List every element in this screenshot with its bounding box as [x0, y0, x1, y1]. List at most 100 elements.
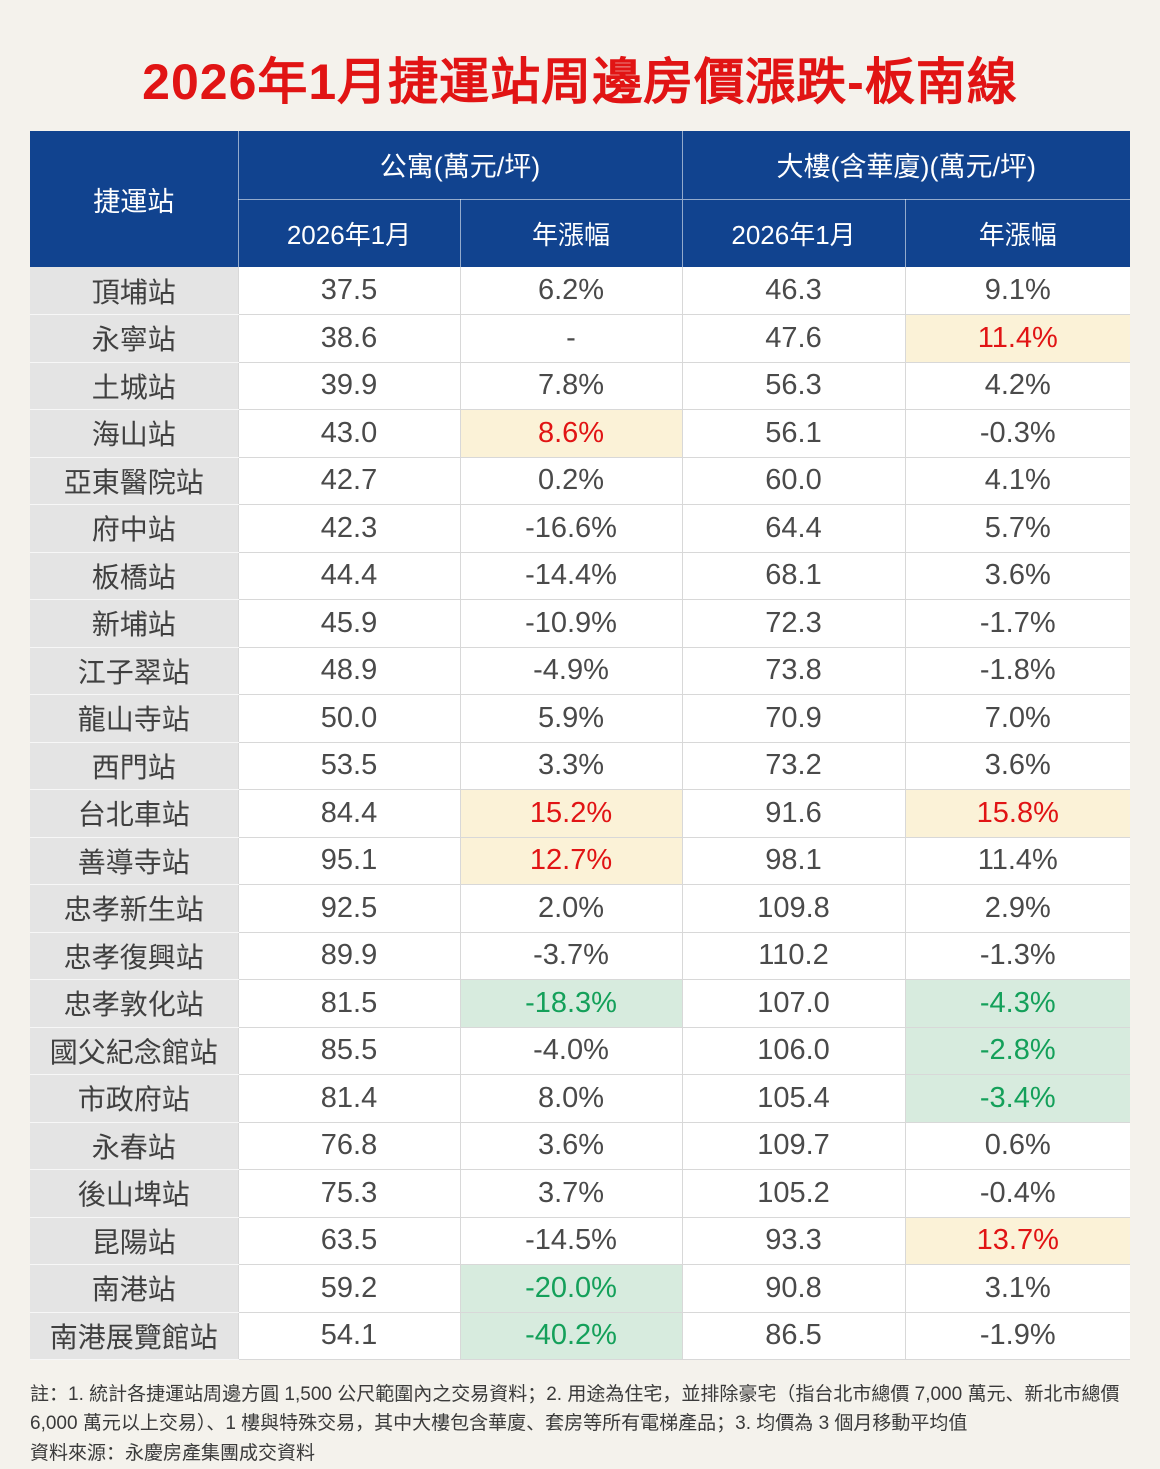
bldg-price-cell: 46.3 — [681, 267, 906, 315]
apt-price-cell: 92.5 — [237, 884, 460, 933]
apt-price-cell: 81.5 — [237, 979, 460, 1028]
bldg-change-cell: -1.9% — [904, 1312, 1131, 1360]
apt-price-cell: 89.9 — [237, 932, 460, 980]
apt-change-cell: -10.9% — [459, 599, 683, 648]
table-row: 府中站 42.3 -16.6% 64.4 5.7% — [30, 504, 1131, 553]
table-row: 永春站 76.8 3.6% 109.7 0.6% — [30, 1122, 1131, 1170]
station-cell: 善導寺站 — [30, 837, 238, 885]
bldg-change-cell: 4.2% — [904, 362, 1131, 410]
apt-change-cell: 15.2% — [459, 789, 683, 838]
apt-change-cell: 8.6% — [459, 409, 683, 458]
station-cell: 亞東醫院站 — [30, 457, 238, 505]
bldg-change-cell: 11.4% — [904, 314, 1131, 363]
table-row: 忠孝敦化站 81.5 -18.3% 107.0 -4.3% — [30, 979, 1131, 1028]
station-cell: 龍山寺站 — [30, 694, 238, 743]
header-building-month: 2026年1月 — [681, 199, 906, 267]
station-cell: 府中站 — [30, 504, 238, 553]
bldg-price-cell: 64.4 — [681, 504, 906, 553]
apt-price-cell: 95.1 — [237, 837, 460, 885]
bldg-price-cell: 109.8 — [681, 884, 906, 933]
apt-change-cell: 3.7% — [459, 1169, 683, 1218]
bldg-price-cell: 47.6 — [681, 314, 906, 363]
table-row: 土城站 39.9 7.8% 56.3 4.2% — [30, 362, 1131, 410]
bldg-change-cell: -3.4% — [904, 1074, 1131, 1123]
apt-change-cell: 3.3% — [459, 742, 683, 790]
station-cell: 南港展覽館站 — [30, 1312, 238, 1360]
bldg-change-cell: -2.8% — [904, 1027, 1131, 1075]
table-row: 昆陽站 63.5 -14.5% 93.3 13.7% — [30, 1217, 1131, 1265]
apt-change-cell: 12.7% — [459, 837, 683, 885]
apt-price-cell: 53.5 — [237, 742, 460, 790]
bldg-price-cell: 56.1 — [681, 409, 906, 458]
station-cell: 土城站 — [30, 362, 238, 410]
header-building-yoy: 年漲幅 — [904, 199, 1131, 267]
station-cell: 後山埤站 — [30, 1169, 238, 1218]
apt-change-cell: -14.4% — [459, 552, 683, 600]
header-sub-row: 2026年1月 年漲幅 2026年1月 年漲幅 — [30, 199, 1131, 267]
apt-price-cell: 63.5 — [237, 1217, 460, 1265]
station-cell: 忠孝新生站 — [30, 884, 238, 933]
table-row: 新埔站 45.9 -10.9% 72.3 -1.7% — [30, 599, 1131, 648]
bldg-price-cell: 72.3 — [681, 599, 906, 648]
apt-change-cell: 0.2% — [459, 457, 683, 505]
apt-change-cell: 2.0% — [459, 884, 683, 933]
table-row: 亞東醫院站 42.7 0.2% 60.0 4.1% — [30, 457, 1131, 505]
table-body: 頂埔站 37.5 6.2% 46.3 9.1% 永寧站 38.6 - 47.6 … — [30, 267, 1131, 1360]
apt-price-cell: 54.1 — [237, 1312, 460, 1360]
table-row: 海山站 43.0 8.6% 56.1 -0.3% — [30, 409, 1131, 458]
apt-price-cell: 45.9 — [237, 599, 460, 648]
apt-change-cell: 8.0% — [459, 1074, 683, 1123]
bldg-price-cell: 68.1 — [681, 552, 906, 600]
station-cell: 永寧站 — [30, 314, 238, 363]
station-cell: 海山站 — [30, 409, 238, 458]
station-cell: 西門站 — [30, 742, 238, 790]
page-title: 2026年1月捷運站周邊房價漲跌-板南線 — [142, 54, 1018, 110]
bldg-price-cell: 73.2 — [681, 742, 906, 790]
station-cell: 新埔站 — [30, 599, 238, 648]
bldg-change-cell: 3.6% — [904, 742, 1131, 790]
station-cell: 南港站 — [30, 1264, 238, 1313]
header-apartment-yoy: 年漲幅 — [459, 199, 683, 267]
table-row: 台北車站 84.4 15.2% 91.6 15.8% — [30, 789, 1131, 838]
apt-price-cell: 42.7 — [237, 457, 460, 505]
bldg-change-cell: -4.3% — [904, 979, 1131, 1028]
apt-price-cell: 37.5 — [237, 267, 460, 315]
table-row: 國父紀念館站 85.5 -4.0% 106.0 -2.8% — [30, 1027, 1131, 1075]
apt-price-cell: 76.8 — [237, 1122, 460, 1170]
header-apartment-month: 2026年1月 — [237, 199, 460, 267]
bldg-change-cell: 5.7% — [904, 504, 1131, 553]
table-row: 板橋站 44.4 -14.4% 68.1 3.6% — [30, 552, 1131, 600]
bldg-change-cell: 9.1% — [904, 267, 1131, 315]
bldg-price-cell: 105.2 — [681, 1169, 906, 1218]
table-row: 忠孝新生站 92.5 2.0% 109.8 2.9% — [30, 884, 1131, 933]
apt-price-cell: 43.0 — [237, 409, 460, 458]
apt-change-cell: -4.9% — [459, 647, 683, 695]
bldg-change-cell: 13.7% — [904, 1217, 1131, 1265]
table-row: 善導寺站 95.1 12.7% 98.1 11.4% — [30, 837, 1131, 885]
apt-change-cell: -16.6% — [459, 504, 683, 553]
apt-change-cell: 6.2% — [459, 267, 683, 315]
bldg-price-cell: 110.2 — [681, 932, 906, 980]
table-row: 江子翠站 48.9 -4.9% 73.8 -1.8% — [30, 647, 1131, 695]
apt-change-cell: 7.8% — [459, 362, 683, 410]
apt-change-cell: -40.2% — [459, 1312, 683, 1360]
bldg-change-cell: 0.6% — [904, 1122, 1131, 1170]
bldg-price-cell: 86.5 — [681, 1312, 906, 1360]
header-group-row: 捷運站 公寓(萬元/坪) 大樓(含華廈)(萬元/坪) — [30, 131, 1131, 267]
table-row: 市政府站 81.4 8.0% 105.4 -3.4% — [30, 1074, 1131, 1123]
station-cell: 頂埔站 — [30, 267, 238, 315]
table-row: 龍山寺站 50.0 5.9% 70.9 7.0% — [30, 694, 1131, 743]
station-cell: 昆陽站 — [30, 1217, 238, 1265]
station-cell: 忠孝復興站 — [30, 932, 238, 980]
header-group-building: 大樓(含華廈)(萬元/坪) — [681, 131, 1131, 200]
bldg-change-cell: -1.8% — [904, 647, 1131, 695]
station-cell: 國父紀念館站 — [30, 1027, 238, 1075]
apt-change-cell: -4.0% — [459, 1027, 683, 1075]
station-cell: 市政府站 — [30, 1074, 238, 1123]
bldg-change-cell: 4.1% — [904, 457, 1131, 505]
bldg-price-cell: 73.8 — [681, 647, 906, 695]
apt-change-cell: -20.0% — [459, 1264, 683, 1313]
table-row: 頂埔站 37.5 6.2% 46.3 9.1% — [30, 267, 1131, 315]
apt-price-cell: 84.4 — [237, 789, 460, 838]
table-row: 南港站 59.2 -20.0% 90.8 3.1% — [30, 1264, 1131, 1313]
